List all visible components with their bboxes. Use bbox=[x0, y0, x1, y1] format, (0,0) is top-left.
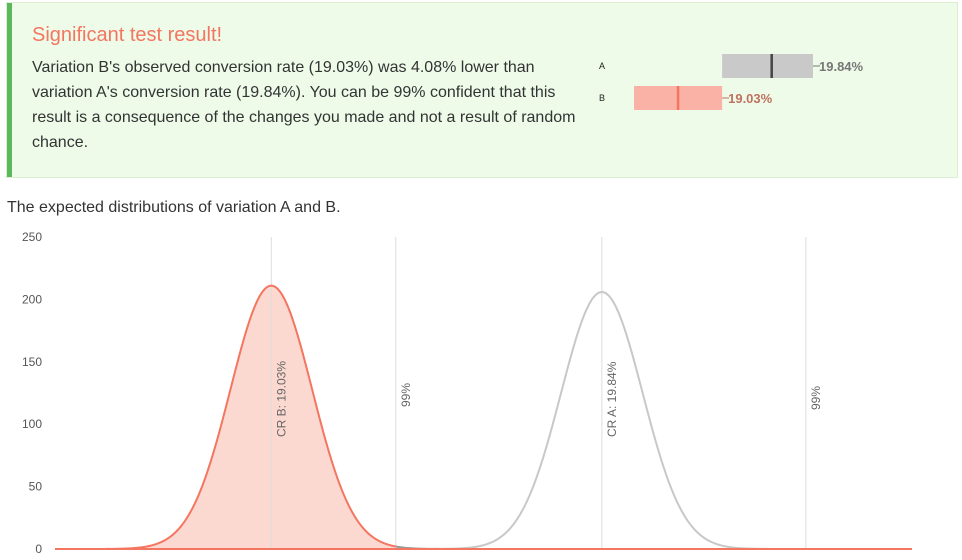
series-b-confidence-area bbox=[55, 285, 396, 549]
result-title: Significant test result! bbox=[32, 24, 223, 46]
y-tick-label: 200 bbox=[22, 292, 42, 306]
alert-accent-bar bbox=[7, 3, 12, 177]
y-tick-label: 100 bbox=[22, 417, 42, 431]
reference-label: 99% bbox=[399, 383, 413, 407]
reference-label: CR A: 19.84% bbox=[605, 361, 619, 437]
result-text: Variation B's observed conversion rate (… bbox=[32, 59, 576, 151]
range-value-b: 19.03% bbox=[728, 91, 773, 106]
range-chart: A 19.84% B 19.03% bbox=[599, 54, 864, 110]
distribution-intro: The expected distributions of variation … bbox=[7, 199, 341, 216]
y-tick-label: 50 bbox=[29, 480, 43, 494]
series-a-curve bbox=[55, 290, 912, 550]
range-value-a: 19.84% bbox=[819, 59, 864, 74]
reference-label: 99% bbox=[809, 386, 823, 410]
variation-label-a: A bbox=[599, 61, 605, 71]
range-bar-a bbox=[722, 54, 813, 78]
reference-label: CR B: 19.03% bbox=[274, 361, 288, 437]
y-tick-label: 150 bbox=[22, 355, 42, 369]
variation-label-b: B bbox=[599, 93, 605, 103]
y-tick-label: 0 bbox=[35, 542, 42, 556]
y-tick-label: 250 bbox=[22, 230, 42, 244]
result-alert: Significant test result! Variation B's o… bbox=[6, 2, 958, 178]
